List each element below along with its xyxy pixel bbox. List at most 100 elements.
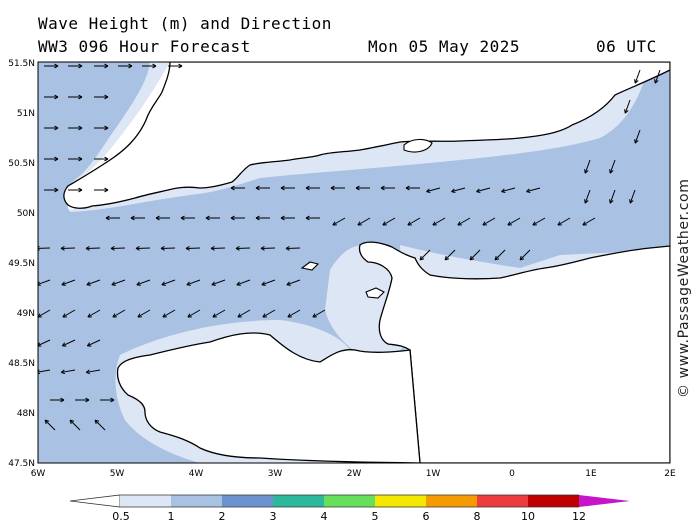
direction-arrowhead <box>38 248 40 251</box>
direction-arrowhead <box>44 419 47 425</box>
direction-arrowhead <box>532 221 536 226</box>
direction-arrow <box>357 217 371 226</box>
direction-arrowhead <box>54 158 59 162</box>
longitude-axis: 6W 5W 4W 3W 2W 1W 0 1E 2E <box>31 469 676 479</box>
legend-label: 1 <box>168 510 175 523</box>
direction-arrow <box>469 249 481 261</box>
direction-arrow <box>62 309 76 318</box>
forecast-time: 06 UTC <box>596 37 657 56</box>
direction-arrowhead <box>230 187 235 191</box>
direction-arrowhead <box>185 246 190 249</box>
direction-arrowhead <box>629 199 631 204</box>
direction-arrow <box>38 309 51 318</box>
direction-arrowhead <box>54 125 59 129</box>
direction-arrowhead <box>305 187 310 191</box>
direction-arrowhead <box>155 217 160 221</box>
direction-arrowhead <box>135 248 140 251</box>
direction-arrow <box>584 189 591 204</box>
england-land <box>63 62 670 209</box>
direction-arrowhead <box>205 217 210 221</box>
direction-arrow <box>111 279 126 286</box>
lon-label: 2W <box>347 469 362 479</box>
legend-label: 5 <box>372 510 379 523</box>
direction-arrow <box>457 217 471 226</box>
legend-label: 8 <box>474 510 481 523</box>
direction-arrowhead <box>105 217 110 221</box>
direction-arrowhead <box>451 191 456 194</box>
direction-arrowhead <box>419 258 425 261</box>
direction-arrowhead <box>280 217 285 221</box>
direction-arrowhead <box>54 156 59 160</box>
lon-label: 6W <box>31 469 46 479</box>
lon-label: 4W <box>189 469 204 479</box>
legend-label: 4 <box>321 510 328 523</box>
direction-arrowhead <box>160 246 165 249</box>
direction-arrowhead <box>287 313 291 318</box>
direction-arrowhead <box>285 248 290 251</box>
direction-arrowhead <box>86 284 91 286</box>
direction-arrowhead <box>262 313 266 318</box>
direction-arrowhead <box>432 221 436 226</box>
direction-arrowhead <box>426 191 431 194</box>
direction-arrowhead <box>78 187 83 191</box>
direction-arrow <box>426 187 441 193</box>
direction-arrowhead <box>357 221 361 226</box>
direction-arrowhead <box>407 221 411 226</box>
france-land <box>358 241 670 463</box>
direction-arrowhead <box>476 188 480 192</box>
direction-arrowhead <box>305 185 310 189</box>
direction-arrowhead <box>501 188 505 192</box>
direction-arrowhead <box>330 185 335 189</box>
direction-arrowhead <box>104 187 109 191</box>
direction-arrowhead <box>654 80 659 84</box>
legend-swatch <box>222 495 273 507</box>
direction-arrowhead <box>110 248 115 251</box>
direction-arrow <box>38 339 51 347</box>
direction-arrowhead <box>78 189 83 193</box>
direction-arrowhead <box>78 127 83 131</box>
direction-arrowhead <box>507 221 511 226</box>
direction-arrowhead <box>211 284 216 286</box>
direction-arrow <box>476 187 491 193</box>
direction-arrow <box>312 309 326 318</box>
direction-arrowhead <box>237 313 241 318</box>
direction-arrowhead <box>634 79 636 84</box>
direction-arrowhead <box>155 215 160 219</box>
direction-arrowhead <box>584 200 589 204</box>
lat-label: 48.5N <box>8 359 35 369</box>
direction-arrowhead <box>38 369 40 372</box>
chart-title: Wave Height (m) and Direction <box>38 14 332 33</box>
direction-arrowhead <box>230 215 235 219</box>
legend-swatch <box>120 495 171 507</box>
legend-label: 2 <box>219 510 226 523</box>
island-jersey <box>365 287 385 299</box>
direction-arrowhead <box>130 217 135 221</box>
direction-arrow <box>624 99 631 114</box>
direction-arrow <box>236 279 251 286</box>
direction-arrowhead <box>54 189 59 193</box>
direction-arrowhead <box>230 185 235 189</box>
direction-arrowhead <box>451 188 455 192</box>
lat-label: 48N <box>17 409 35 419</box>
legend-label: 12 <box>572 510 586 523</box>
legend-swatch <box>528 495 579 507</box>
direction-arrowhead <box>78 96 83 100</box>
direction-arrowhead <box>94 419 97 425</box>
direction-arrow <box>211 279 226 286</box>
direction-arrow <box>69 419 81 431</box>
legend-label: 3 <box>270 510 277 523</box>
legend-swatch <box>324 495 375 507</box>
lon-label: 2E <box>664 469 676 479</box>
direction-arrow <box>557 217 571 226</box>
direction-arrowhead <box>235 246 240 249</box>
direction-arrowhead <box>261 284 266 286</box>
direction-arrowhead <box>104 125 109 129</box>
direction-arrowhead <box>469 255 472 261</box>
direction-arrowhead <box>584 170 589 174</box>
direction-arrowhead <box>152 65 157 69</box>
direction-arrow <box>582 217 596 226</box>
direction-arrowhead <box>609 169 611 174</box>
direction-arrowhead <box>136 284 141 286</box>
direction-arrow <box>444 249 456 261</box>
direction-arrowhead <box>180 217 185 221</box>
